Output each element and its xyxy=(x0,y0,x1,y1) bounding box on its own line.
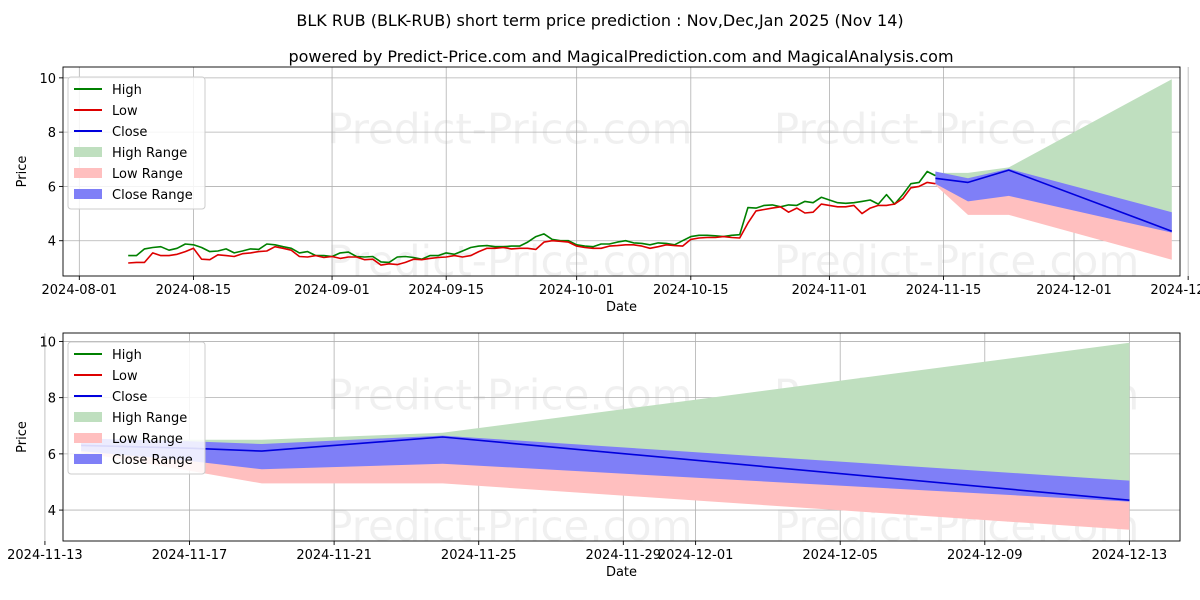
legend-label: High Range xyxy=(112,146,187,161)
x-tick-label: 2024-11-13 xyxy=(7,548,83,563)
x-tick-label: 2024-11-25 xyxy=(441,548,517,563)
x-tick-label: 2024-10-01 xyxy=(539,283,615,298)
x-tick-label: 2024-09-01 xyxy=(294,283,370,298)
watermark-text: Predict-Price.com xyxy=(327,501,692,550)
x-tick-label: 2024-11-15 xyxy=(906,283,982,298)
x-tick-label: 2024-08-15 xyxy=(156,283,232,298)
y-axis-label: Price xyxy=(15,421,30,453)
watermark-text: Predict-Price.com xyxy=(327,105,692,154)
close-line xyxy=(935,169,1173,232)
y-tick-label: 4 xyxy=(48,235,56,250)
legend-swatch-close-range xyxy=(74,189,102,199)
plot-frame xyxy=(62,66,1181,277)
plot-frame xyxy=(62,332,1181,542)
x-tick-label: 2024-09-15 xyxy=(408,283,484,298)
legend-label: Low xyxy=(112,104,138,119)
x-axis-label: Date xyxy=(606,565,637,580)
legend-label: Close Range xyxy=(112,188,193,203)
high-range-band xyxy=(935,79,1172,232)
low-line xyxy=(128,181,936,266)
x-tick-label: 2024-11-29 xyxy=(586,548,662,563)
legend-label: High Range xyxy=(112,411,187,426)
legend-label: Close xyxy=(112,390,147,405)
legend: High Low Close High Range Low Range Close Ran… xyxy=(67,341,206,475)
legend-label: High xyxy=(112,83,142,98)
legend-swatch-close-range xyxy=(74,454,102,464)
legend-swatch-high-range xyxy=(74,412,102,422)
x-tick-label: 2024-11-01 xyxy=(792,283,868,298)
x-tick-label: 2024-12-13 xyxy=(1092,548,1168,563)
y-tick-label: 8 xyxy=(48,392,56,407)
high-line xyxy=(128,170,936,264)
legend-swatch-low-range xyxy=(74,168,102,178)
y-tick-label: 10 xyxy=(39,335,56,350)
chart-subtitle: powered by Predict-Price.com and Magical… xyxy=(288,47,953,66)
y-tick-label: 4 xyxy=(48,504,56,519)
legend-label: Close xyxy=(112,125,147,140)
high-range-band xyxy=(81,342,1130,501)
legend-swatch-high-range xyxy=(74,147,102,157)
legend-label: Low Range xyxy=(112,167,183,182)
legend-box xyxy=(67,76,206,210)
x-tick-label: 2024-12-01 xyxy=(658,548,734,563)
x-tick-label: 2024-12-05 xyxy=(802,548,878,563)
legend-swatch-low-range xyxy=(74,433,102,443)
x-tick-label: 2024-11-17 xyxy=(152,548,228,563)
legend-box xyxy=(67,341,206,475)
legend-label: Low xyxy=(112,369,138,384)
x-tick-label: 2024-10-15 xyxy=(653,283,729,298)
chart-title: BLK RUB (BLK-RUB) short term price predi… xyxy=(296,11,903,30)
x-tick-label: 2024-12-09 xyxy=(947,548,1023,563)
x-tick-label: 2024-11-21 xyxy=(296,548,372,563)
x-axis-label: Date xyxy=(606,300,637,315)
legend: High Low Close High Range Low Range Close Ran… xyxy=(67,76,206,210)
y-tick-label: 10 xyxy=(39,72,56,87)
legend-label: Low Range xyxy=(112,432,183,447)
x-tick-label: 2024-08-01 xyxy=(42,283,118,298)
x-tick-label: 2024-12-01 xyxy=(1036,283,1112,298)
x-tick-label: 2024-12-15 xyxy=(1150,283,1200,298)
y-tick-label: 6 xyxy=(48,180,56,195)
watermark-text: Predict-Price.com xyxy=(774,236,1139,285)
y-tick-label: 8 xyxy=(48,126,56,141)
legend-label: High xyxy=(112,348,142,363)
top-history-chart: Predict-Price.com Predict-Price.comPredic… xyxy=(15,66,1200,315)
legend-label: Close Range xyxy=(112,453,193,468)
close-range-band xyxy=(81,435,1130,502)
close-range-band xyxy=(935,168,1172,233)
y-tick-label: 6 xyxy=(48,448,56,463)
y-axis-label: Price xyxy=(15,156,30,188)
